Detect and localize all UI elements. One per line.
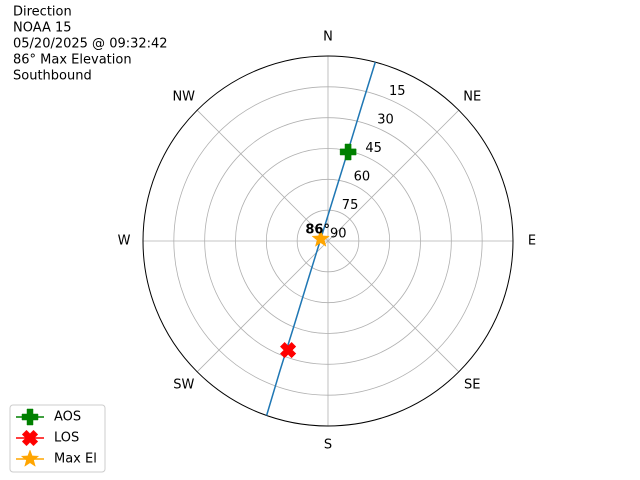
theta-tick-label: E — [528, 234, 536, 249]
marker-x — [279, 341, 297, 359]
r-tick-label: 15 — [389, 84, 406, 99]
legend-marker — [21, 429, 39, 447]
marker-star — [311, 229, 330, 247]
legend-marker — [20, 449, 40, 467]
theta-tick-label: W — [118, 234, 131, 249]
title-line: 86° Max Elevation — [13, 53, 132, 68]
theta-tick-label: S — [324, 438, 332, 453]
theta-tick-label: N — [323, 30, 333, 45]
outer-frame — [142, 55, 514, 427]
grid-spoke — [327, 240, 460, 373]
legend: AOS LOS Max El — [9, 404, 106, 473]
grid-spoke — [196, 240, 329, 373]
r-tick-label: 60 — [354, 170, 371, 185]
r-tick-label: 90 — [330, 227, 347, 242]
theta-tick-label: NW — [172, 89, 195, 104]
theta-tick-label: SW — [173, 378, 194, 393]
title-line: Direction — [13, 5, 72, 20]
marker-plus — [339, 143, 357, 161]
legend-frame — [9, 404, 106, 473]
legend-label: Max El — [54, 452, 97, 467]
r-tick-label: 45 — [365, 141, 382, 156]
legend-label: AOS — [54, 410, 81, 425]
theta-tick-label: NE — [463, 89, 481, 104]
r-tick-label: 75 — [342, 198, 359, 213]
legend-marker — [21, 408, 39, 426]
legend-label: LOS — [54, 431, 79, 446]
title-line: 05/20/2025 @ 09:32:42 — [13, 37, 168, 52]
r-tick-label: 30 — [377, 113, 394, 128]
annotation: 86° — [305, 222, 330, 237]
theta-tick-label: SE — [464, 378, 480, 393]
title-line: NOAA 15 — [13, 21, 72, 36]
grid-spoke — [196, 109, 329, 242]
grid-spoke — [327, 109, 460, 242]
title-line: Southbound — [13, 69, 92, 84]
